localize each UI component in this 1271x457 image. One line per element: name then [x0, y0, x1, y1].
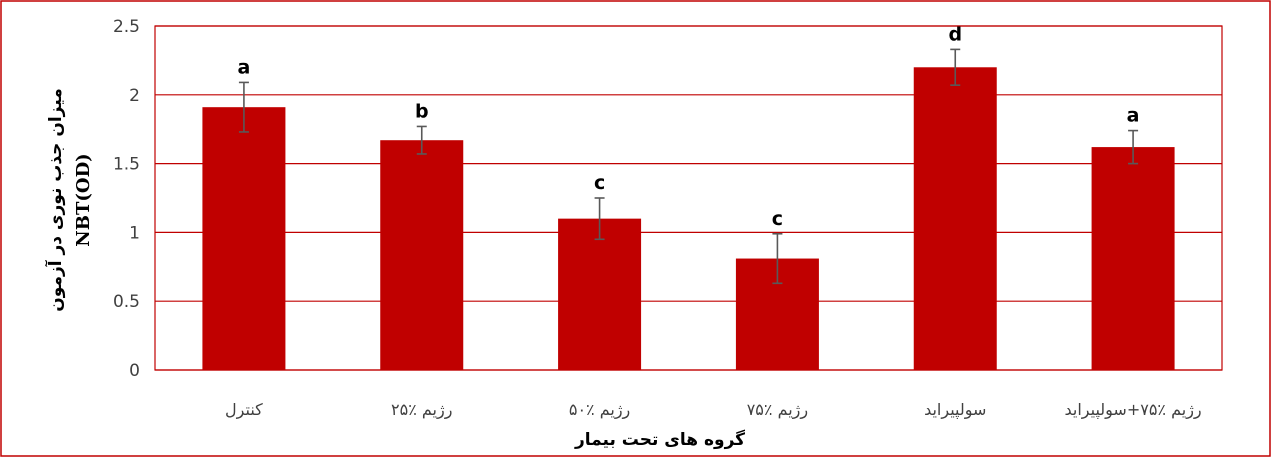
significance-letter: c — [594, 172, 605, 194]
error-bar — [950, 48, 961, 86]
y-axis-title-line1: میزان جذب نوری در آزمون — [44, 88, 66, 311]
x-category-labels: کنترل رژیم ٪۲۵ رژیم ٪۵۰ رژیم ٪۷۵ سولپیراید رژ… — [225, 400, 1202, 420]
bars — [202, 67, 1175, 371]
y-tick-labels: 0 0.5 1 1.5 2 2.5 — [113, 17, 140, 381]
significance-letter: c — [772, 208, 783, 230]
significance-letter: b — [415, 100, 429, 122]
bar — [380, 140, 464, 370]
bar — [913, 67, 997, 370]
gridlines — [155, 25, 1222, 371]
x-axis-title: گروه های تحت بیمار — [574, 429, 745, 450]
significance-letter: a — [238, 56, 251, 78]
x-category-label: سولپیراید — [924, 400, 986, 420]
y-tick-label: 0.5 — [113, 292, 140, 312]
y-tick-label: 1 — [129, 223, 140, 243]
error-bar — [772, 232, 783, 285]
x-category-label: رژیم ٪۲۵ — [391, 400, 452, 420]
y-tick-label: 1.5 — [113, 155, 140, 175]
y-tick-label: 2 — [129, 86, 140, 106]
y-axis-title-line2: NBT(OD) — [73, 153, 94, 246]
bar — [558, 218, 642, 370]
y-tick-label: 2.5 — [113, 17, 140, 37]
bar — [202, 107, 286, 371]
x-category-label: رژیم ٪۵۰ — [569, 400, 630, 420]
x-category-label: رژیم ٪۷۵+سولپیراید — [1065, 400, 1202, 420]
error-bar — [416, 125, 427, 155]
error-bar — [238, 81, 249, 133]
x-category-label: رژیم ٪۷۵ — [747, 400, 808, 420]
error-bar — [594, 197, 605, 241]
y-axis-title: میزان جذب نوری در آزمون NBT(OD) — [44, 88, 94, 311]
x-category-label: کنترل — [225, 400, 263, 420]
error-bars — [238, 48, 1139, 285]
y-tick-label: 0 — [129, 361, 140, 381]
significance-letter: d — [948, 23, 962, 45]
error-bar — [1128, 129, 1139, 165]
significance-letter: a — [1127, 105, 1140, 127]
significance-letters: a b c c d a — [238, 23, 1140, 229]
bar — [1091, 147, 1175, 370]
